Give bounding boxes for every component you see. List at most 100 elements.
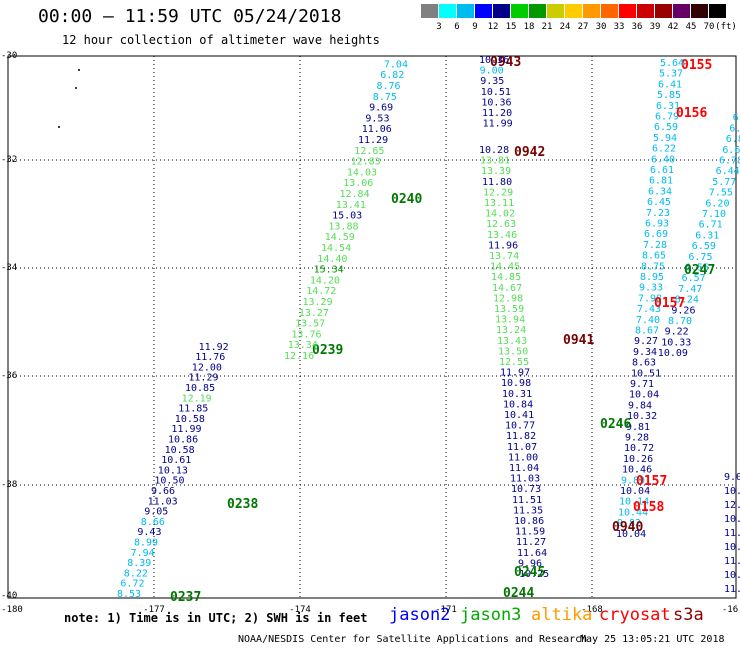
pass-label: 0237 [170,590,201,605]
y-tick-label: -32 [1,155,17,165]
scale-swatch [421,4,438,18]
scale-label: 42 [667,22,679,32]
pass-label: 0240 [391,192,422,207]
wave-height-value: 9.35 [480,76,504,87]
wave-height-value: 9.82 [617,518,641,529]
wave-height-value: 11.06 [362,124,392,135]
wave-height-value: 8.75 [641,261,665,272]
y-tick-label: -38 [1,480,17,490]
wave-height-value: 11.80 [482,177,512,188]
plot-frame [7,55,737,599]
wave-height-value: 9.0 [724,472,740,483]
wave-height-value: 13.11 [484,198,514,209]
wave-height-value: 11.27 [516,537,546,548]
scale-unit: (ft) [715,22,737,32]
wave-height-value: 6.81 [649,176,673,187]
wave-height-value: 10.61 [161,455,191,466]
wave-height-value: 7.04 [384,59,408,70]
wave-height-value: 6.69 [644,229,668,240]
wave-height-value: 10.77 [505,421,535,432]
mission-altika: altika [531,605,593,625]
wave-height-value: 6.31 [695,230,719,241]
wave-height-value: 7.23 [646,208,670,219]
wave-height-value: 8.70 [668,316,692,327]
wave-height-value: 14.54 [321,243,351,254]
pass-label: 0239 [312,343,343,358]
wave-height-value: 6.40 [651,154,675,165]
wave-height-value: 12.29 [483,187,513,198]
scale-swatch [493,4,510,18]
footer-note: note: 1) Time is in UTC; 2) SWH is in fe… [64,611,368,625]
wave-height-value: 13.29 [303,297,333,308]
wave-height-value: 6.61 [650,165,674,176]
wave-height-value: 12.00 [192,362,222,373]
wave-height-value: 14.45 [490,262,520,273]
wave-height-value: 10.41 [504,410,534,421]
stray-dot [78,69,80,71]
pass-label: 0943 [490,55,521,70]
wave-height-value: 7.98 [638,293,662,304]
wave-height-value: 12.55 [499,357,529,368]
wave-height-value: 11.92 [199,342,229,353]
wave-height-value: 10.9 [724,486,740,497]
wave-height-value: 6.57 [682,273,706,284]
scale-label: 12 [487,22,499,32]
wave-height-value: 8.67 [635,326,659,337]
wave-height-value: 11.29 [188,373,218,384]
wave-height-value: 6.34 [648,186,672,197]
wave-height-value: 11.07 [507,442,537,453]
scale-label: 15 [505,22,517,32]
mission-s3a: s3a [673,605,704,625]
wave-height-value: 8.63 [632,358,656,369]
scale-swatch [547,4,564,18]
wave-height-value: 14.85 [491,272,521,283]
scale-swatch [655,4,672,18]
wave-height-value: 11.04 [509,463,539,474]
wave-height-value: 10.73 [511,484,541,495]
wave-height-value: 10.04 [620,486,650,497]
wave-height-value: 5.94 [653,133,677,144]
wave-height-value: 8.76 [377,81,401,92]
wave-height-value: 10.44 [618,507,648,518]
scale-swatch [439,4,456,18]
wave-height-value: 6.79 [655,112,679,123]
mission-cryosat: cryosat [599,605,671,625]
wave-height-value: 9.05 [144,507,168,518]
scale-swatch [565,4,582,18]
wave-height-value: 11.99 [171,424,201,435]
x-tick-label: -174 [289,605,311,615]
x-tick-label: -171 [435,605,457,615]
scale-swatch [529,4,546,18]
wave-height-value: 10.13 [158,465,188,476]
wave-height-value: 11.31 [724,584,740,595]
wave-height-value: 12.16 [284,351,314,362]
wave-height-value: 6.69 [722,145,740,156]
page-title: 00:00 – 11:59 UTC 05/24/2018 [38,6,342,27]
wave-height-value: 10.31 [502,389,532,400]
wave-height-value: 10.33 [661,337,691,348]
wave-height-value: 10.58 [165,445,195,456]
scale-label: 27 [577,22,589,32]
pass-label: 0156 [676,106,707,121]
pass-label: 0245 [514,565,545,580]
wave-height-value: 11.64 [517,548,547,559]
wave-height-value: 12.65 [354,146,384,157]
wave-height-value: 14.20 [310,275,340,286]
wave-height-value: 11.96 [488,240,518,251]
wave-height-value: 11.19 [724,556,740,567]
scale-swatch [601,4,618,18]
wave-height-value: 6.20 [705,198,729,209]
mission-jason3: jason3 [460,605,522,625]
scale-label: 6 [454,22,460,32]
wave-height-value: 8.66 [141,517,165,528]
scale-swatch [691,4,708,18]
page-subtitle: 12 hour collection of altimeter wave hei… [62,33,380,47]
wave-height-value: 10.85 [185,383,215,394]
wave-height-value: 13.94 [495,315,525,326]
wave-height-value: 9.96 [518,558,542,569]
wave-height-value: 14.59 [325,232,355,243]
wave-height-value: 11.99 [483,119,513,130]
wave-height-value: 6.71 [699,220,723,231]
wave-height-value: 6.45 [647,197,671,208]
